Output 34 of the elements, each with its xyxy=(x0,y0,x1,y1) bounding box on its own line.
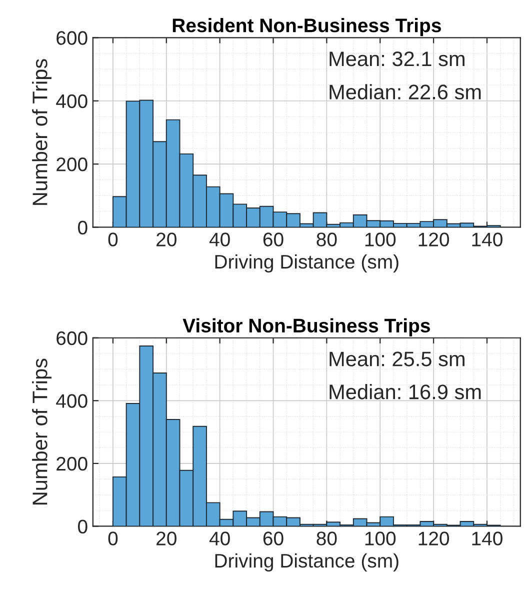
x-tick-label: 60 xyxy=(263,232,284,246)
x-axis-title: Driving Distance (sm) xyxy=(215,254,398,273)
chart-title: Resident Non-Business Trips xyxy=(172,18,441,36)
x-tick-label: 20 xyxy=(156,232,176,246)
y-tick-label: 0 xyxy=(78,520,88,534)
y-tick-label: 600 xyxy=(56,31,88,45)
x-tick-label: 0 xyxy=(108,232,118,246)
y-tick-label: 0 xyxy=(78,220,88,234)
x-tick-label: 20 xyxy=(156,532,176,546)
x-tick-label: 40 xyxy=(209,232,230,246)
y-tick-label: 200 xyxy=(56,456,88,471)
y-tick-label: 200 xyxy=(56,158,88,172)
annotation: Median: 16.9 sm xyxy=(330,384,481,400)
y-axis-title: Number of Trips xyxy=(32,358,52,504)
y-axis-title: Number of Trips xyxy=(32,59,52,205)
x-tick-label: 140 xyxy=(472,532,502,546)
annotation: Median: 22.6 sm xyxy=(330,84,481,100)
x-tick-label: 0 xyxy=(108,532,118,546)
y-tick-label: 400 xyxy=(56,94,88,108)
chart-title: Visitor Non-Business Trips xyxy=(182,318,430,336)
x-tick-label: 120 xyxy=(418,232,450,246)
x-tick-label: 120 xyxy=(418,532,450,546)
x-tick-label: 60 xyxy=(263,532,284,546)
x-axis-title: Driving Distance (sm) xyxy=(215,553,398,572)
x-tick-label: 100 xyxy=(365,232,396,246)
annotation: Mean: 25.5 sm xyxy=(330,352,464,366)
x-tick-label: 80 xyxy=(316,532,337,546)
x-tick-label: 40 xyxy=(209,532,230,546)
y-tick-label: 600 xyxy=(56,331,88,346)
x-tick-label: 140 xyxy=(472,232,502,246)
x-tick-label: 100 xyxy=(365,532,396,546)
y-tick-label: 400 xyxy=(56,394,88,408)
x-tick-label: 80 xyxy=(316,232,337,246)
annotation: Mean: 32.1 sm xyxy=(330,51,464,66)
